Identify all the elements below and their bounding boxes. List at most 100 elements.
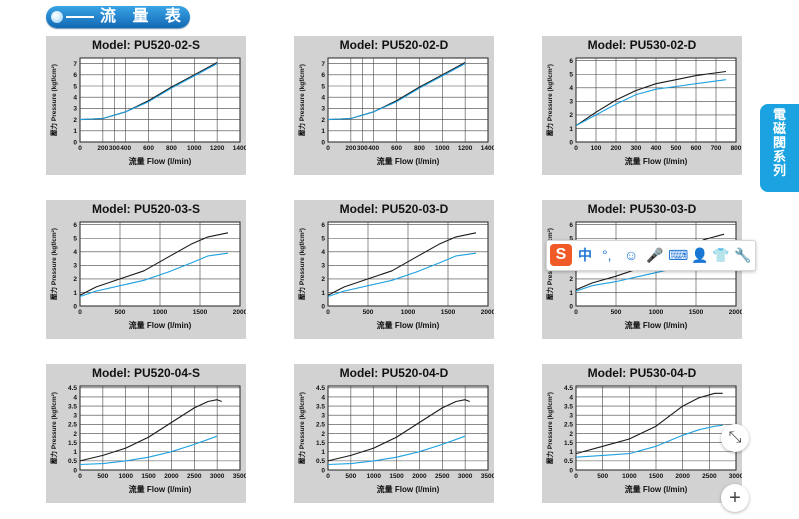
side-tab-solenoid-valve-series[interactable]: 電 磁 閥 系 列 — [760, 104, 799, 192]
settings-wrench-icon[interactable]: 🔧 — [734, 247, 752, 263]
y-tick-label: 2.5 — [564, 422, 573, 429]
y-tick-label: 4 — [321, 394, 325, 401]
y-tick-label: 1 — [321, 290, 325, 297]
x-tick-label: 2000 — [675, 473, 690, 480]
y-tick-label: 5 — [73, 83, 77, 90]
y-tick-label: 0 — [569, 467, 573, 474]
y-tick-label: 1 — [321, 128, 325, 135]
chinese-mode-icon[interactable]: 中 — [578, 247, 592, 263]
skin-shirt-icon[interactable]: 👕 — [712, 247, 730, 263]
x-axis-label: 流量 Flow (l/min) — [129, 156, 192, 166]
flow-chart-panel: Model: PU520-02-D 0 200 300 400 600 800 1000 120… — [294, 36, 494, 175]
x-tick-label: 1000 — [622, 473, 637, 480]
y-tick-label: 0 — [321, 467, 325, 474]
x-axis-label: 流量 Flow (l/min) — [377, 156, 440, 166]
side-tab-char: 系 — [772, 149, 786, 164]
chart-title: Model: PU520-03-S — [91, 202, 201, 216]
y-tick-label: 0 — [73, 467, 77, 474]
x-tick-label: 0 — [78, 473, 82, 480]
collapse-button[interactable]: ⤡ — [721, 424, 749, 452]
y-tick-label: 2.5 — [316, 422, 325, 429]
y-axis-label: 壓力 Pressure (kgf/cm²) — [297, 228, 306, 300]
x-tick-label: 1500 — [441, 309, 456, 316]
y-tick-label: 0.5 — [316, 458, 325, 465]
flow-chart-panel: Model: PU520-02-S 0 200 300 400 600 800 1000 120… — [46, 36, 246, 175]
x-tick-label: 1500 — [689, 309, 704, 316]
y-tick-label: 3 — [73, 413, 77, 420]
series-line-black — [575, 70, 727, 127]
banner-title: 流 量 表 — [100, 8, 187, 25]
y-tick-label: 3 — [321, 413, 325, 420]
series-line-blue — [79, 252, 229, 298]
y-tick-label: 4.5 — [316, 385, 325, 392]
y-tick-label: 3 — [73, 106, 77, 113]
sogou-logo-icon[interactable]: S — [550, 244, 572, 266]
x-tick-label: 200 — [611, 145, 622, 152]
chart-title: Model: PU520-04-D — [339, 366, 449, 380]
x-tick-label: 500 — [363, 309, 374, 316]
y-tick-label: 0 — [73, 139, 77, 146]
x-tick-label: 500 — [97, 473, 108, 480]
y-tick-label: 2 — [73, 276, 77, 283]
series-line-blue — [575, 79, 727, 127]
x-tick-label: 2000 — [233, 309, 246, 316]
y-axis-label: 壓力 Pressure (kgf/cm²) — [545, 64, 554, 136]
plot-area — [327, 57, 489, 143]
flow-chart-panel: Model: PU530-02-D 0 100 200 300 400 500 600 700 8… — [542, 36, 742, 175]
x-tick-label: 2000 — [481, 309, 494, 316]
y-tick-label: 6 — [321, 222, 325, 229]
x-tick-label: 3000 — [210, 473, 225, 480]
x-tick-label: 600 — [691, 145, 702, 152]
emoji-icon[interactable]: ☺ — [624, 247, 639, 263]
y-tick-label: 6 — [569, 58, 573, 65]
add-button[interactable]: + — [721, 484, 749, 512]
x-tick-label: 0 — [574, 145, 578, 152]
chart-title: Model: PU530-04-D — [587, 366, 697, 380]
user-icon[interactable]: 👤 — [691, 247, 709, 263]
x-tick-label: 3500 — [481, 473, 494, 480]
y-tick-label: 3 — [321, 263, 325, 270]
y-tick-label: 5 — [569, 72, 573, 79]
x-tick-label: 800 — [166, 145, 177, 152]
y-tick-label: 3.5 — [564, 403, 573, 410]
y-tick-label: 0 — [321, 139, 325, 146]
side-tab-char: 閥 — [772, 135, 786, 150]
x-tick-label: 1000 — [366, 473, 381, 480]
x-tick-label: 500 — [597, 473, 608, 480]
x-tick-label: 3500 — [233, 473, 246, 480]
y-tick-label: 0 — [73, 303, 77, 310]
ime-toolbar[interactable]: S 中 °, ☺ 🎤 ⌨ 👤 👕 🔧 — [546, 240, 756, 271]
plot-area — [79, 57, 241, 143]
x-tick-label: 1500 — [141, 473, 156, 480]
x-tick-label: 200 — [97, 145, 108, 152]
chart-title: Model: PU520-02-S — [91, 38, 201, 52]
series-line-black — [575, 392, 723, 455]
x-tick-label: 1400 — [233, 145, 246, 152]
chart-title: Model: PU520-03-D — [339, 202, 449, 216]
x-tick-label: 2000 — [412, 473, 427, 480]
y-tick-label: 1 — [569, 449, 573, 456]
y-tick-label: 2 — [73, 117, 77, 124]
flow-chart: 0 200 300 400 600 800 1000 1200 1400 0 1 2 3 4 5 6 7 流量 F… — [297, 57, 494, 166]
series-line-black — [327, 399, 470, 462]
flow-chart: 0 500 1000 1500 2000 2500 3000 0 0.5 1 1.5 2 2.5 3 3.5… — [545, 385, 742, 494]
y-tick-label: 1.5 — [68, 440, 77, 447]
chart-title: Model: PU530-03-D — [587, 202, 697, 216]
y-tick-label: 3 — [73, 263, 77, 270]
y-tick-label: 1.5 — [316, 440, 325, 447]
microphone-icon[interactable]: 🎤 — [646, 247, 664, 263]
x-tick-label: 2500 — [702, 473, 717, 480]
x-axis-label: 流量 Flow (l/min) — [377, 484, 440, 494]
punctuation-icon[interactable]: °, — [602, 247, 612, 263]
series-line-black — [79, 399, 222, 462]
y-tick-label: 7 — [73, 61, 77, 68]
x-tick-label: 100 — [591, 145, 602, 152]
flow-chart: 0 500 1000 1500 2000 2500 3000 3500 0 0.5 1 1.5 2 2.5… — [297, 385, 494, 494]
y-tick-label: 3.5 — [68, 403, 77, 410]
y-tick-label: 5 — [321, 83, 325, 90]
y-tick-label: 6 — [321, 72, 325, 79]
y-tick-label: 6 — [569, 222, 573, 229]
keyboard-icon[interactable]: ⌨ — [668, 247, 689, 263]
x-tick-label: 800 — [414, 145, 425, 152]
y-tick-label: 2 — [73, 431, 77, 438]
